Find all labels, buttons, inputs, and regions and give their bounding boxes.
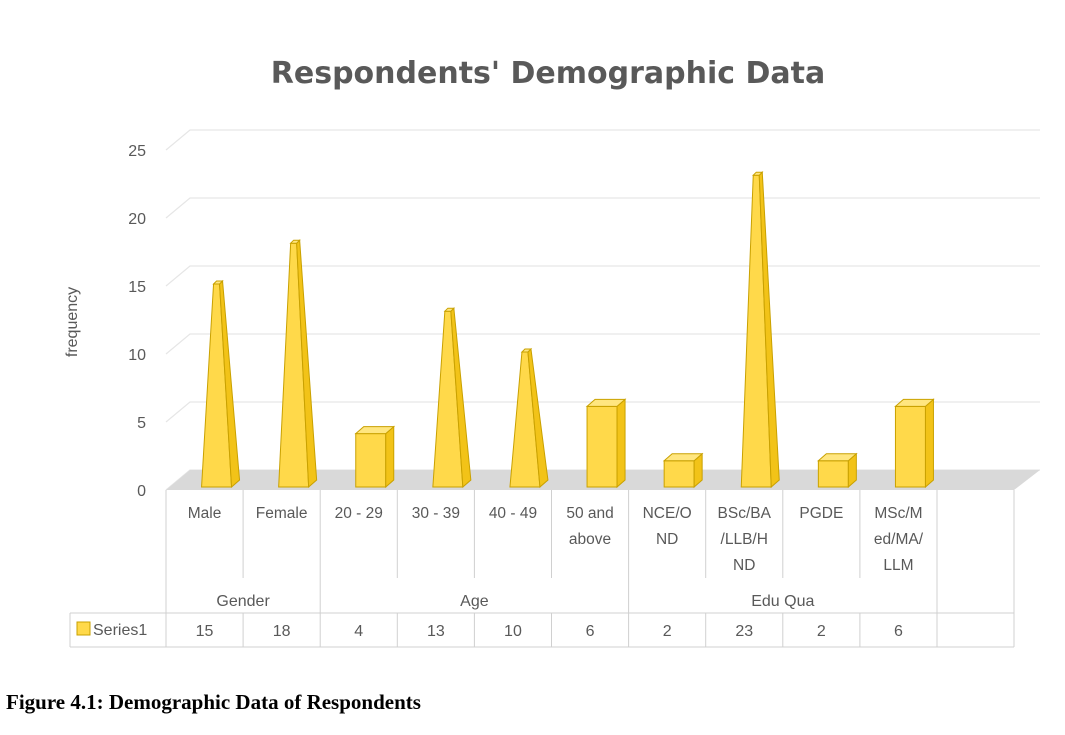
bar (354, 425, 396, 489)
bars (201, 171, 935, 489)
data-table: Male Female 20 - 29 30 - 39 40 - 49 50 and abo… (69, 490, 1015, 648)
y-tick-label: 15 (128, 279, 146, 296)
bar (585, 398, 627, 489)
bar-top (289, 239, 301, 244)
category-label: ed/MA/ (874, 531, 924, 548)
gridline (165, 129, 1040, 151)
category-label: Female (256, 505, 308, 522)
bar-front (355, 433, 387, 488)
bar-top (662, 453, 704, 462)
data-label: 18 (273, 623, 291, 640)
category-label: /LLB/H (721, 531, 768, 548)
data-label: 2 (663, 623, 672, 640)
category-label: PGDE (799, 505, 843, 522)
bar (432, 307, 472, 489)
bar-side (616, 398, 626, 489)
bar-top (894, 398, 935, 407)
data-label: 15 (196, 623, 214, 640)
category-label: 20 - 29 (335, 505, 383, 522)
y-tick-label: 10 (128, 347, 146, 364)
y-tick-label: 5 (137, 415, 146, 432)
category-label: LLM (883, 557, 913, 574)
series-name: Series1 (93, 622, 147, 639)
category-label: ND (656, 531, 678, 548)
category-label: MSc/M (874, 505, 922, 522)
y-tick-label: 25 (128, 143, 146, 160)
chart-title: Respondents' Demographic Data (271, 56, 825, 91)
data-label: 13 (427, 623, 445, 640)
bar-side (385, 425, 395, 489)
bar-top (520, 348, 533, 353)
data-label: 10 (504, 623, 522, 640)
figure-caption: Figure 4.1: Demographic Data of Responde… (6, 690, 421, 714)
category-label: 50 and (566, 505, 613, 522)
category-label: BSc/BA (718, 505, 772, 522)
bar-top (212, 280, 224, 285)
bar-front (586, 405, 618, 488)
group-label: Gender (216, 593, 270, 610)
bar (278, 239, 318, 489)
group-label: Age (460, 593, 489, 610)
bar (509, 347, 549, 489)
bar-top (443, 307, 456, 312)
bar (740, 171, 780, 489)
legend-swatch (76, 621, 91, 636)
bar (817, 452, 858, 489)
y-axis-label: frequency (64, 287, 81, 357)
category-label: Male (188, 505, 222, 522)
bar-front (817, 460, 849, 488)
data-label: 23 (735, 623, 753, 640)
category-label: 30 - 39 (412, 505, 460, 522)
data-label: 4 (354, 623, 363, 640)
category-label: 40 - 49 (489, 505, 537, 522)
group-label: Edu Qua (751, 593, 814, 610)
bar (894, 398, 935, 489)
bar-top (817, 453, 858, 462)
bar-top (752, 171, 764, 176)
y-tick-label: 20 (128, 211, 146, 228)
category-label: above (569, 531, 611, 548)
bar-top (585, 398, 627, 407)
bar (662, 452, 704, 489)
category-label: NCE/O (643, 505, 692, 522)
bar (201, 279, 241, 489)
bar-side (924, 398, 934, 489)
category-label: ND (733, 557, 755, 574)
data-label: 6 (894, 623, 903, 640)
gridline (165, 197, 1040, 219)
bar-front (894, 405, 926, 488)
bar-front (663, 460, 695, 488)
bar-top (354, 426, 396, 435)
y-tick-label: 0 (137, 483, 146, 500)
data-label: 6 (586, 623, 595, 640)
chart: Respondents' Demographic Data frequency … (64, 56, 1040, 648)
data-label: 2 (817, 623, 826, 640)
y-axis-ticks: 0 5 10 15 20 25 (128, 143, 146, 500)
